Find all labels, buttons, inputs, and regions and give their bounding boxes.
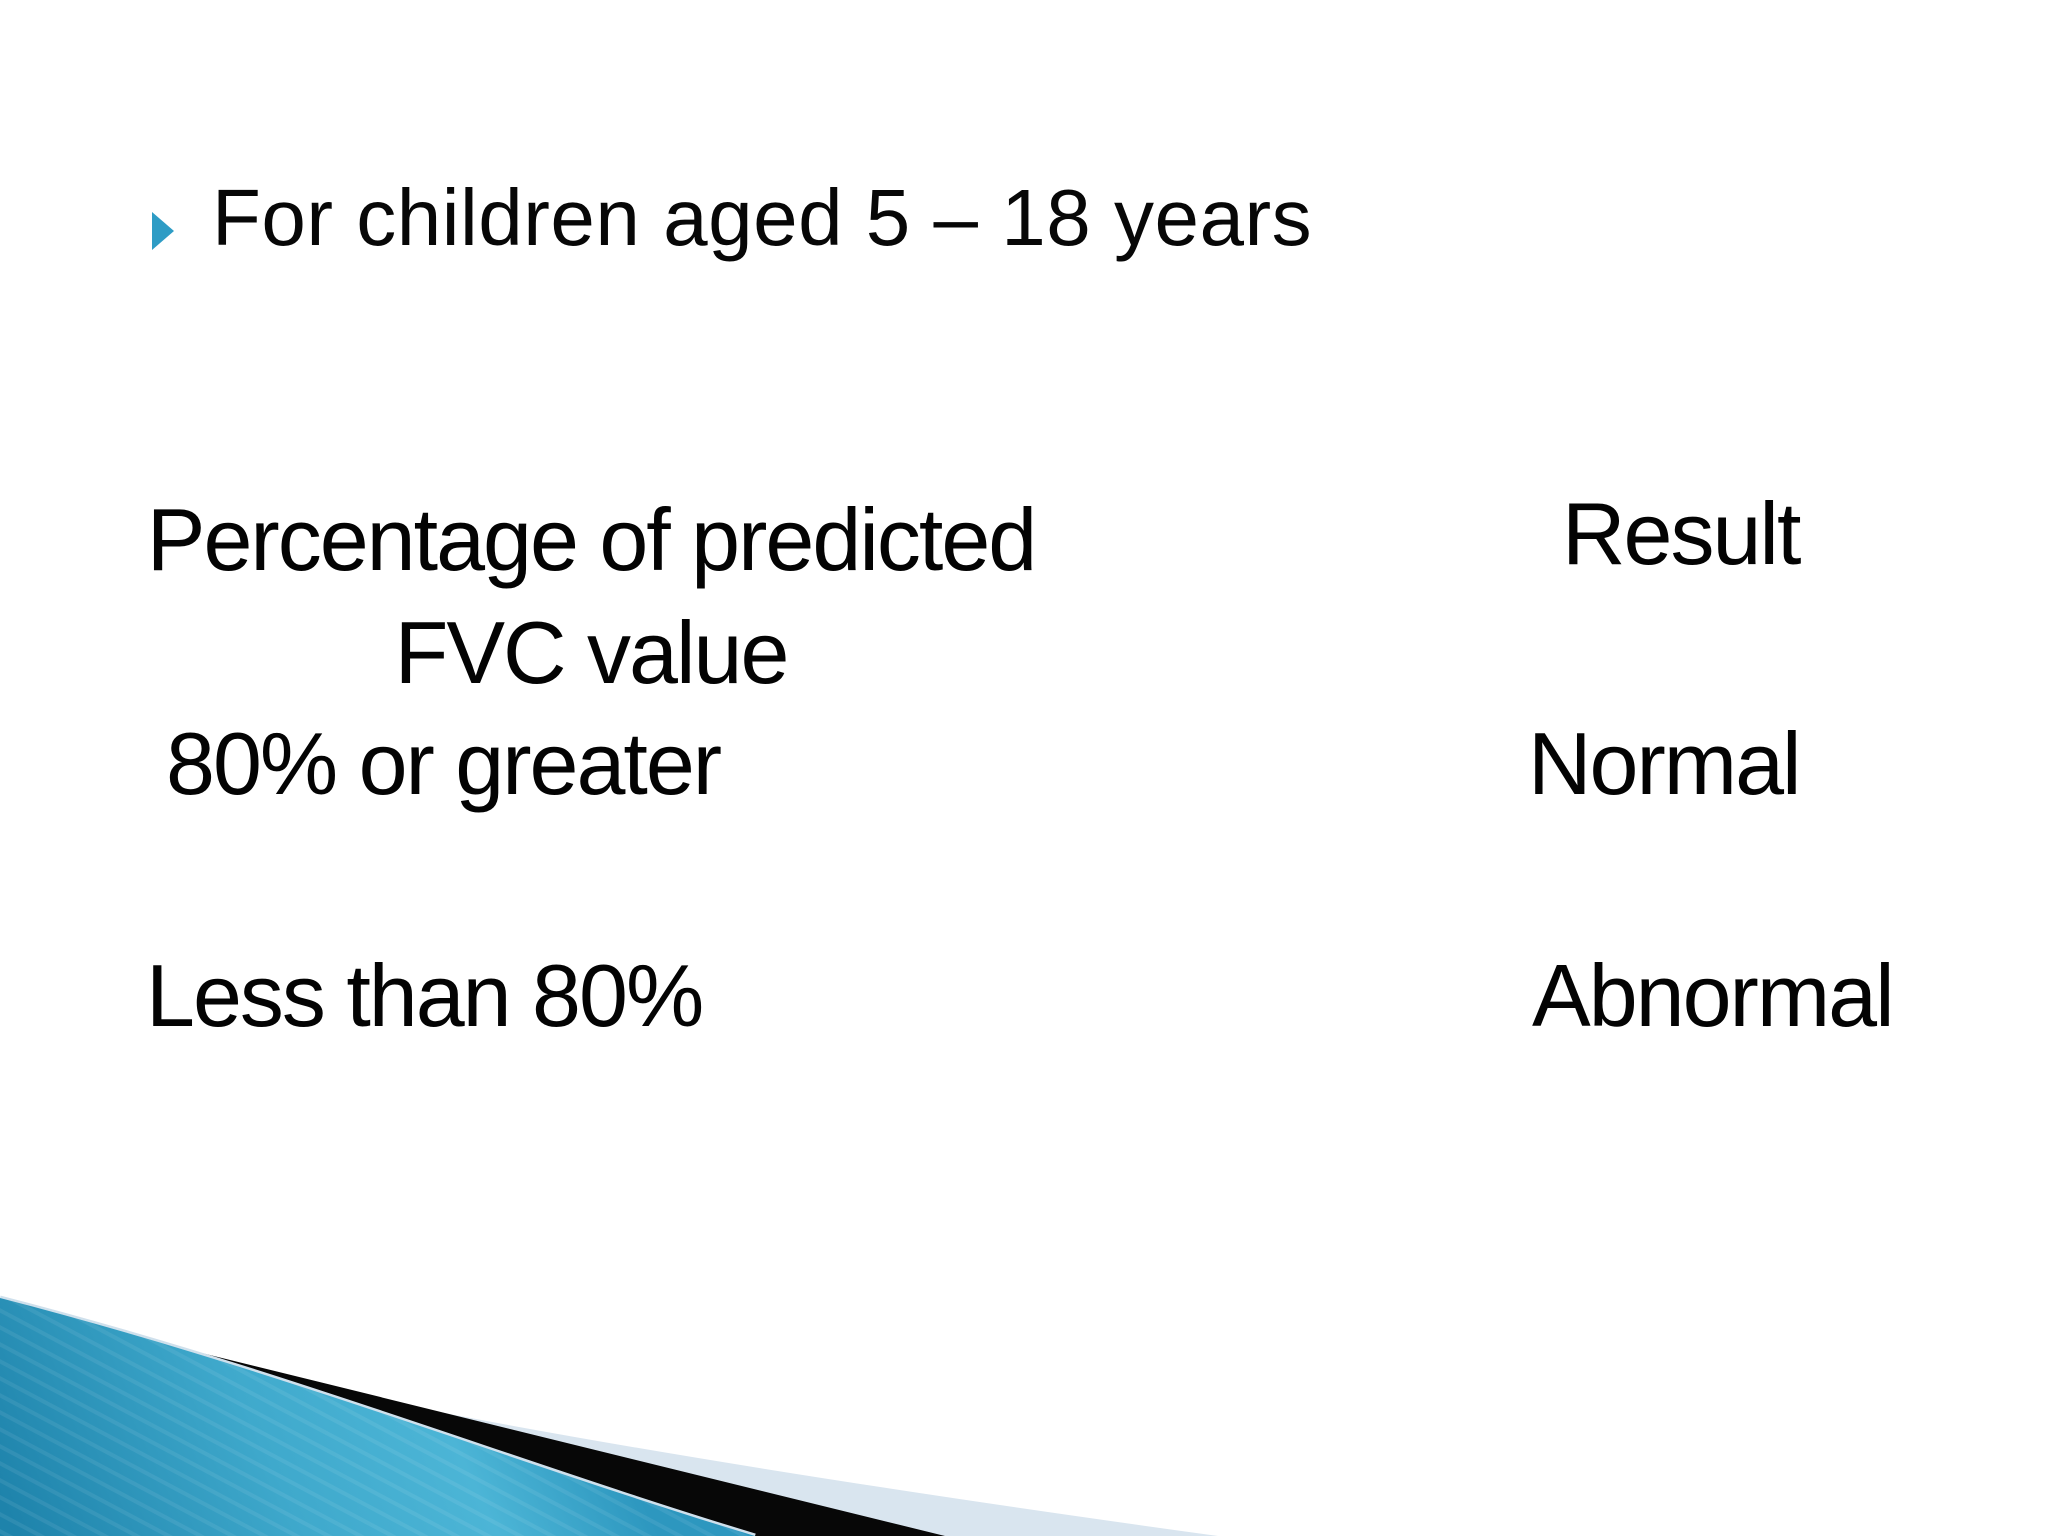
swoosh-light-wedge-shape: [0, 1306, 1218, 1536]
triangle-right-bullet-icon: [152, 212, 174, 250]
swoosh-teal-wedge-shape: [0, 1298, 755, 1536]
swoosh-teal-texture-shape: [0, 1298, 755, 1536]
table-row-criteria-cell: Less than 80%: [146, 946, 704, 1045]
swoosh-edge-highlight-line: [0, 1295, 756, 1536]
swoosh-black-stripe-shape: [108, 1330, 945, 1536]
table-row-result-cell: Normal: [1528, 714, 1802, 813]
table-row-result-cell: Abnormal: [1532, 946, 1895, 1045]
table-header-criteria: Percentage of predicted FVC value: [112, 483, 1070, 709]
slide-title: For children aged 5 – 18 years: [212, 173, 1313, 262]
table-header-result: Result: [1562, 484, 1801, 583]
table-header-criteria-line1: Percentage of predicted: [146, 490, 1037, 589]
table-header-criteria-line2: FVC value: [394, 603, 790, 702]
table-row-criteria-cell: 80% or greater: [166, 714, 722, 813]
